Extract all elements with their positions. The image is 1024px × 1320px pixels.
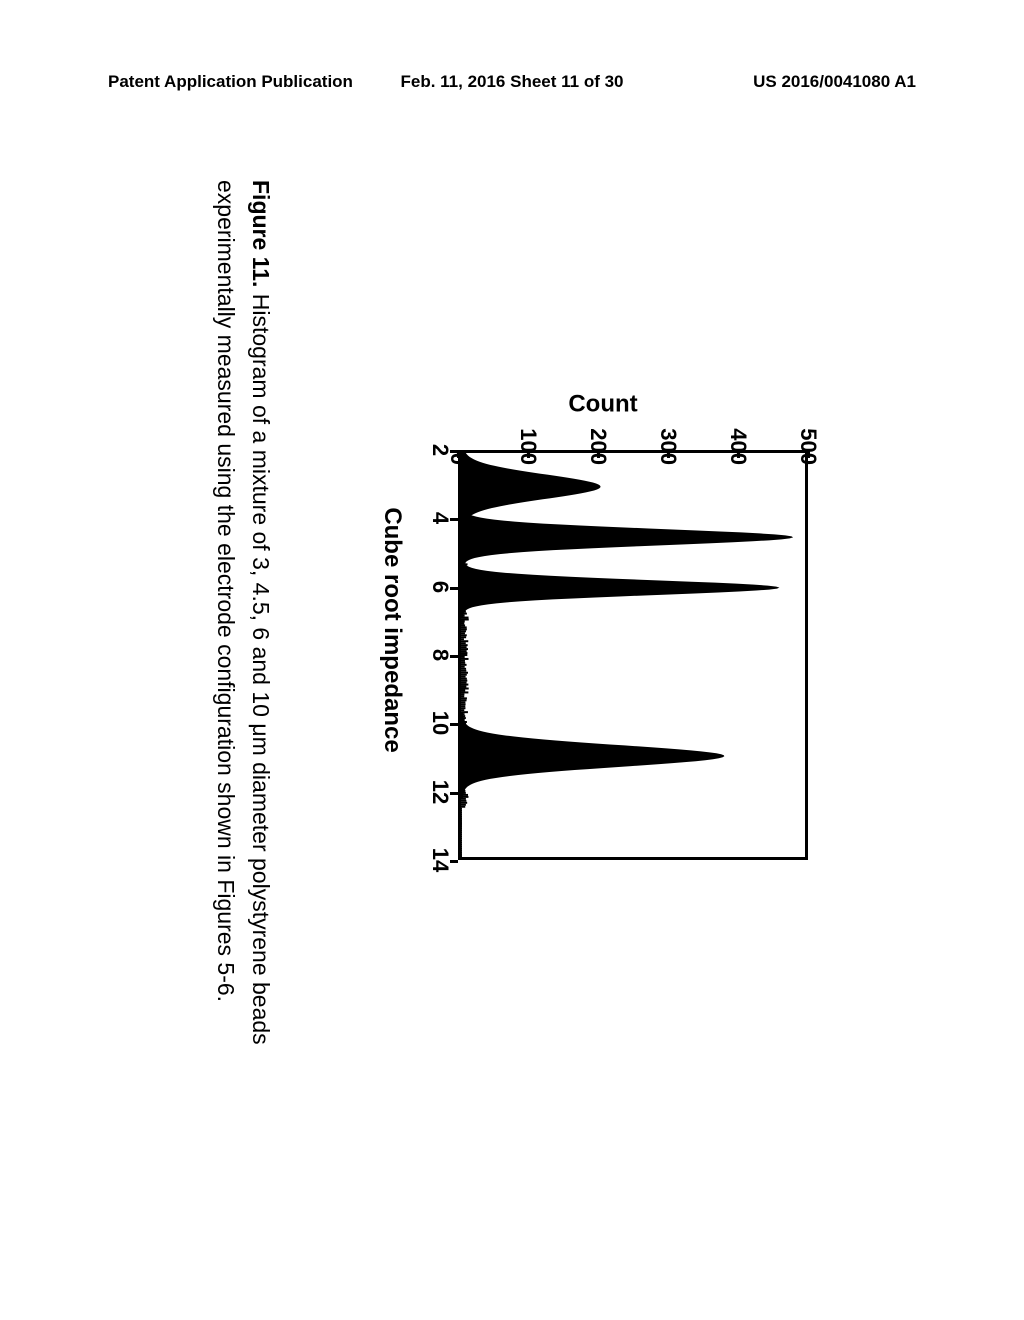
caption-label: Figure 11.	[248, 180, 274, 287]
y-tick-mark	[597, 450, 600, 458]
y-tick-3: 300	[655, 428, 681, 465]
y-tick-mark	[807, 450, 810, 458]
x-tick-mark	[450, 518, 458, 521]
header-center: Feb. 11, 2016 Sheet 11 of 30	[400, 72, 623, 92]
y-tick-mark	[667, 450, 670, 458]
y-tick-4: 400	[725, 428, 751, 465]
y-tick-5: 500	[795, 428, 821, 465]
header-right: US 2016/0041080 A1	[753, 72, 916, 92]
x-tick-mark	[450, 723, 458, 726]
y-axis-label: Count	[568, 391, 637, 419]
y-tick-mark	[527, 450, 530, 458]
header-left: Patent Application Publication	[108, 72, 353, 92]
y-tick-1: 100	[515, 428, 541, 465]
y-tick-mark	[737, 450, 740, 458]
x-tick-mark	[450, 860, 458, 863]
caption-text: Histogram of a mixture of 3, 4.5, 6 and …	[214, 180, 275, 1045]
x-tick-mark	[450, 450, 458, 453]
chart-plot-area	[458, 450, 808, 860]
x-tick-mark	[450, 792, 458, 795]
histogram-bars	[461, 453, 805, 857]
content-area: Count 0 100 200 300 400 500 2 4 6	[108, 130, 918, 1200]
y-tick-2: 200	[585, 428, 611, 465]
figure-caption: Figure 11. Histogram of a mixture of 3, …	[209, 180, 278, 1150]
rotated-content: Count 0 100 200 300 400 500 2 4 6	[108, 130, 918, 1200]
x-axis-label: Cube root impedance	[378, 507, 406, 752]
x-tick-mark	[450, 655, 458, 658]
histogram-chart: Count 0 100 200 300 400 500 2 4 6	[388, 380, 818, 880]
x-tick-mark	[450, 587, 458, 590]
